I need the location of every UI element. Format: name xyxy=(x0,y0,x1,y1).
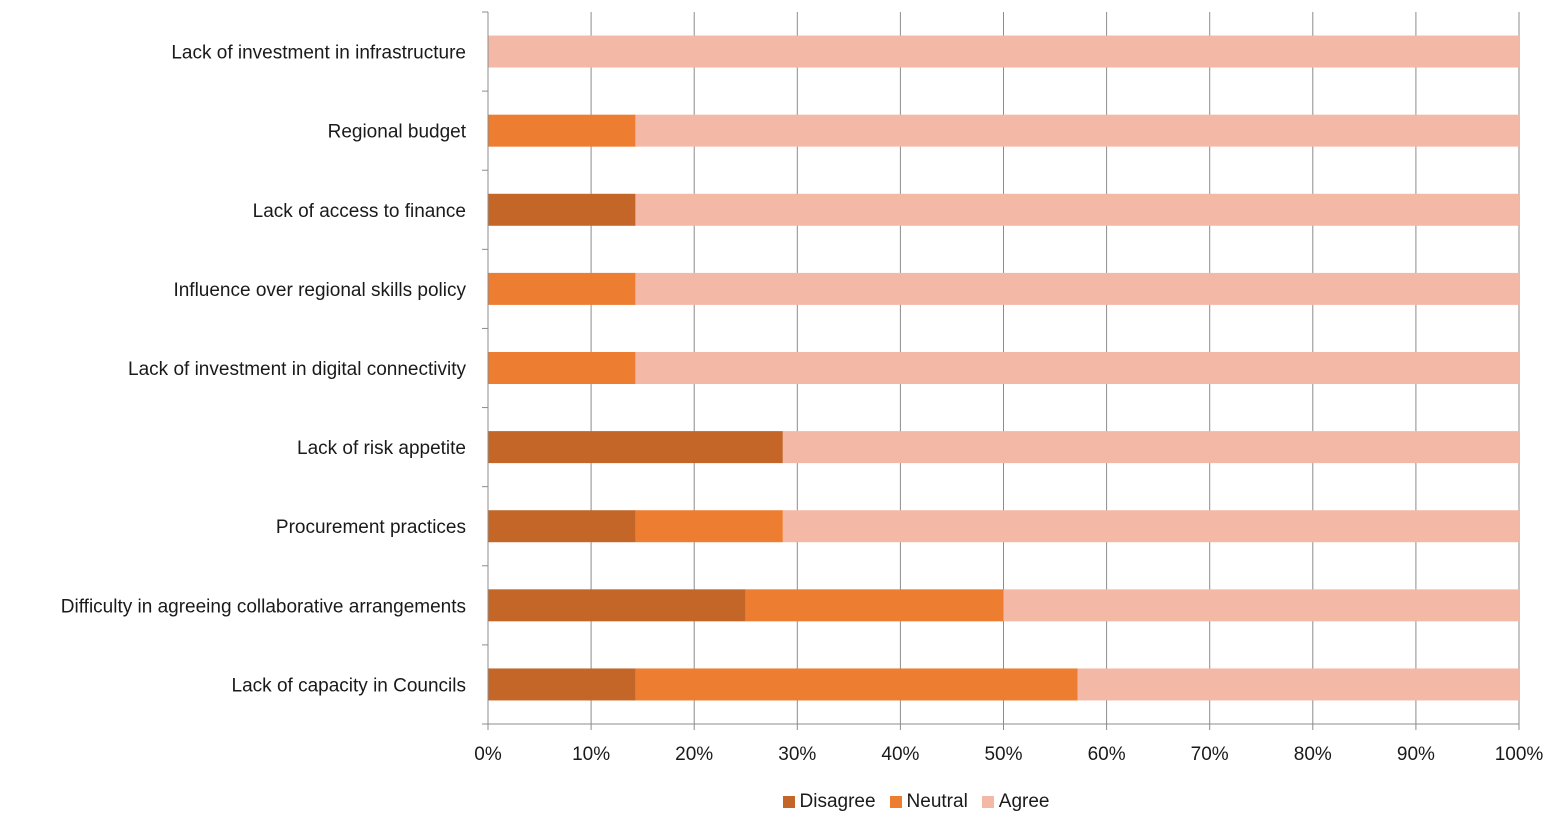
bar-agree xyxy=(488,35,1519,68)
bar-agree xyxy=(635,114,1519,147)
bar-agree xyxy=(635,352,1519,384)
bar-neutral xyxy=(488,272,636,305)
bar-neutral xyxy=(635,510,783,543)
x-tick-label: 20% xyxy=(675,744,713,765)
axes xyxy=(482,11,1520,730)
legend-label-disagree: Disagree xyxy=(799,791,876,812)
bar-agree xyxy=(635,272,1519,305)
x-tick-labels: 0% 10% 20% 30% 40% 50% 60% 70% 80% 90% 100% xyxy=(474,744,1543,765)
legend-swatch-disagree xyxy=(782,796,795,808)
stacked-bar-chart: Lack of investment in infrastructure Regi… xyxy=(61,11,1543,765)
bar-neutral xyxy=(745,589,1004,622)
x-tick-label: 30% xyxy=(778,744,816,765)
bar-agree xyxy=(1077,668,1519,701)
category-label: Lack of capacity in Councils xyxy=(232,675,466,696)
bar-agree xyxy=(635,193,1519,226)
bar-disagree xyxy=(488,668,636,701)
x-tick-label: 0% xyxy=(474,744,502,765)
x-tick-label: 10% xyxy=(572,744,610,765)
x-tick-label: 70% xyxy=(1191,744,1229,765)
bar-disagree xyxy=(488,510,636,543)
legend-label-neutral: Neutral xyxy=(906,791,968,812)
category-labels: Lack of investment in infrastructure Regi… xyxy=(61,43,467,697)
bar-disagree xyxy=(488,193,636,226)
legend-item-disagree: Disagree xyxy=(782,791,876,813)
legend: Disagree Neutral Agree xyxy=(0,788,1552,816)
legend-item-agree: Agree xyxy=(981,791,1050,813)
legend-label-agree: Agree xyxy=(998,791,1050,812)
bar-neutral xyxy=(635,668,1078,701)
bar-neutral xyxy=(488,114,636,147)
bar-disagree xyxy=(488,431,783,464)
x-tick-label: 50% xyxy=(984,744,1022,765)
category-label: Lack of access to finance xyxy=(253,201,466,222)
category-label: Difficulty in agreeing collaborative arr… xyxy=(61,596,466,617)
x-tick-label: 90% xyxy=(1397,744,1435,765)
category-label: Lack of investment in digital connectivi… xyxy=(128,359,466,380)
category-label: Regional budget xyxy=(328,122,467,143)
category-label: Procurement practices xyxy=(276,517,466,538)
x-tick-label: 100% xyxy=(1495,744,1544,765)
bars xyxy=(488,35,1519,701)
bar-neutral xyxy=(488,352,636,384)
category-label: Influence over regional skills policy xyxy=(173,280,466,301)
category-label: Lack of risk appetite xyxy=(297,438,466,459)
x-tick-label: 40% xyxy=(881,744,919,765)
category-label: Lack of investment in infrastructure xyxy=(171,43,466,64)
x-tick-label: 80% xyxy=(1294,744,1332,765)
legend-item-neutral: Neutral xyxy=(889,791,968,813)
bar-agree xyxy=(782,431,1519,464)
bar-disagree xyxy=(488,589,746,622)
legend-swatch-agree xyxy=(981,796,994,808)
legend-swatch-neutral xyxy=(889,796,902,808)
bar-agree xyxy=(1003,589,1519,622)
x-tick-label: 60% xyxy=(1088,744,1126,765)
bar-agree xyxy=(782,510,1519,543)
